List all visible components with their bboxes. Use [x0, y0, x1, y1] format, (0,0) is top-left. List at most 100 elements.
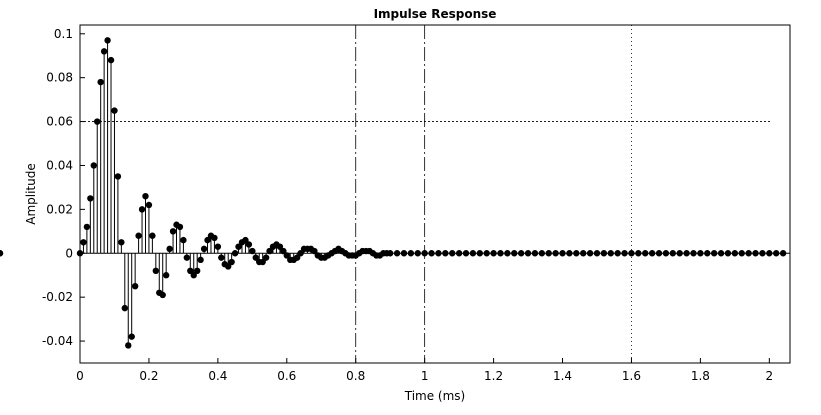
- stem-marker: [614, 250, 621, 257]
- stem-marker: [504, 250, 511, 257]
- x-tick-label: 0.6: [277, 369, 296, 383]
- stem-marker: [766, 250, 773, 257]
- stem-marker: [114, 173, 122, 180]
- stem-marker: [476, 250, 484, 257]
- stem-marker: [511, 250, 518, 257]
- stem-marker: [228, 258, 235, 266]
- stem-marker: [297, 250, 304, 257]
- x-tick-label: 1.2: [484, 369, 503, 383]
- stem-marker: [152, 267, 160, 275]
- stem-marker: [428, 250, 435, 257]
- y-tick-label: 0.04: [46, 158, 73, 172]
- stem-marker: [717, 250, 725, 257]
- stem-marker: [128, 333, 135, 340]
- stem-marker: [245, 241, 253, 248]
- stem-marker: [193, 267, 201, 275]
- y-tick-label: 0.06: [46, 115, 73, 129]
- stem-marker: [87, 195, 94, 202]
- stem-marker: [724, 250, 732, 257]
- stem-marker: [580, 250, 587, 257]
- stem-marker: [710, 250, 718, 257]
- stem-marker: [280, 247, 287, 255]
- x-tick-label: 0.8: [346, 369, 365, 383]
- stem-marker: [204, 236, 211, 244]
- chart-title: Impulse Response: [374, 7, 497, 21]
- stem-marker: [759, 250, 766, 257]
- stem-marker: [76, 250, 84, 257]
- stem-marker: [642, 250, 649, 257]
- x-tick-label: 1.6: [622, 369, 641, 383]
- x-tick-label: 0.4: [208, 369, 227, 383]
- y-tick-label: 0: [65, 246, 73, 260]
- stem-marker: [704, 250, 711, 257]
- stem-marker: [517, 250, 525, 257]
- stem-marker: [552, 250, 559, 257]
- stem-marker: [162, 272, 170, 279]
- stem-marker: [455, 250, 463, 257]
- stem-marker: [497, 250, 504, 257]
- stem-marker: [531, 250, 539, 257]
- x-tick-label: 1.8: [691, 369, 710, 383]
- x-tick-label: 1: [421, 369, 429, 383]
- stem-marker: [293, 254, 301, 261]
- stem-marker: [180, 236, 187, 244]
- stem-marker: [483, 250, 490, 257]
- stem-marker: [135, 232, 142, 239]
- stem-marker: [211, 234, 218, 242]
- stem-marker: [683, 250, 690, 257]
- stem-marker: [183, 254, 191, 261]
- stem-marker: [266, 247, 273, 255]
- stem-marker: [628, 250, 635, 257]
- stem-marker: [111, 107, 118, 114]
- x-tick-label: 2: [766, 369, 774, 383]
- stem-marker: [779, 250, 787, 257]
- stem-marker: [669, 250, 677, 257]
- stem-marker: [524, 250, 532, 257]
- y-axis-label: Amplitude: [24, 163, 38, 225]
- stem-marker: [121, 304, 129, 312]
- stem-marker: [435, 250, 442, 257]
- y-tick-label: 0.1: [54, 27, 73, 41]
- x-tick-label: 0: [76, 369, 84, 383]
- stem-marker: [187, 267, 194, 275]
- stem-marker: [655, 250, 663, 257]
- stem-marker: [676, 250, 683, 257]
- stem-marker: [138, 206, 146, 213]
- stem-marker: [621, 250, 628, 257]
- stem-marker: [252, 254, 259, 261]
- x-tick-label: 0.2: [139, 369, 158, 383]
- stem-marker: [235, 243, 242, 250]
- stem-marker: [104, 37, 111, 44]
- stem-marker: [197, 256, 204, 264]
- stem-marker: [249, 247, 256, 255]
- stem-marker: [83, 223, 91, 231]
- stem-marker: [414, 250, 421, 257]
- x-tick-label: 1.4: [553, 369, 572, 383]
- stem-marker: [100, 48, 108, 55]
- stem-marker: [573, 250, 580, 257]
- stem-marker: [421, 250, 428, 257]
- stem-marker: [145, 201, 153, 209]
- stem-marker: [449, 250, 456, 257]
- stem-marker: [731, 250, 739, 257]
- plot-frame: [79, 24, 791, 364]
- stem-marker: [566, 250, 573, 257]
- stem-marker: [442, 250, 449, 257]
- stem-marker: [586, 250, 594, 257]
- stem-marker: [697, 250, 704, 257]
- stem-marker: [462, 250, 470, 257]
- stem-marker: [125, 342, 132, 349]
- y-tick-label: 0.08: [46, 71, 73, 85]
- stem-marker: [149, 232, 156, 239]
- stem-marker: [738, 250, 745, 257]
- x-axis-label: Time (ms): [404, 389, 466, 403]
- stem-marker: [745, 250, 752, 257]
- y-tick-label: -0.02: [42, 290, 73, 304]
- stem-marker: [169, 228, 177, 235]
- stem-marker: [490, 250, 497, 257]
- stem-marker: [90, 162, 97, 169]
- stem-marker: [393, 250, 401, 257]
- stem-marker: [773, 250, 780, 257]
- stem-marker: [593, 250, 601, 257]
